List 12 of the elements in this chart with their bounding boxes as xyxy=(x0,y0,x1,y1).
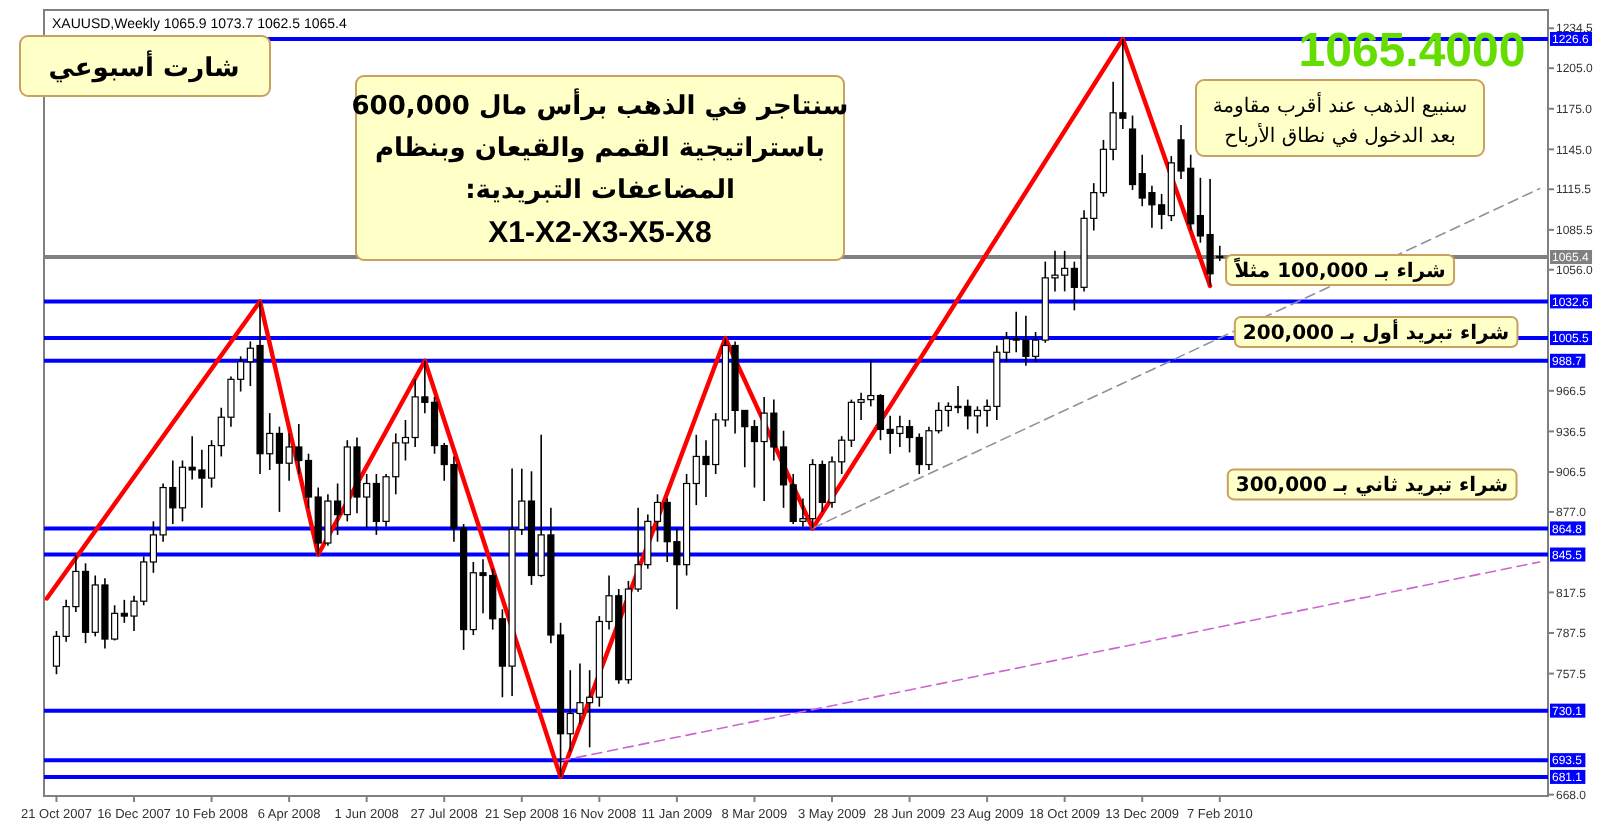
annotation: 1065.4000 xyxy=(1298,24,1526,78)
annotation: المضاعفات التبريدية: xyxy=(465,176,735,206)
annotation: بعد الدخول في نطاق الأرباح xyxy=(1224,122,1456,148)
annotation: شراء تبريد ثاني بـ 300,000 xyxy=(1235,475,1509,498)
annotation: شارت أسبوعي xyxy=(48,50,240,84)
annotation: X1-X2-X3-X5-X8 xyxy=(488,216,712,250)
line-series xyxy=(44,36,1213,780)
annotation: شراء بـ 100,000 مثلاً xyxy=(1234,256,1447,283)
annotation: شراء تبريد أول بـ 200,000 xyxy=(1242,319,1510,346)
annotation: سنتاجر في الذهب برأس مال 600,000 xyxy=(351,88,849,122)
annotation: باستراتيجية القمم والقيعان وبنظام xyxy=(374,134,826,164)
annotation: سنبيع الذهب عند أقرب مقاومة xyxy=(1212,92,1468,118)
